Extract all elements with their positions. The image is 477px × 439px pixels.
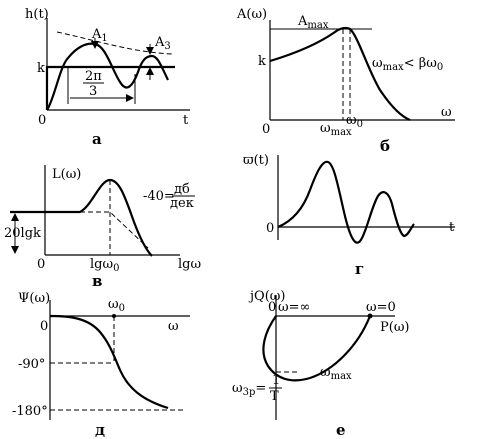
panel-a-envelope bbox=[56, 31, 173, 55]
panel-v-origin: 0 bbox=[37, 257, 45, 272]
panel-v-20lgk-label: 20lgk bbox=[4, 226, 41, 241]
panel-a-origin: 0 bbox=[38, 113, 46, 128]
panel-a-a1-label: A1 bbox=[91, 27, 108, 44]
panel-d: Ψ(ω) ω 0 ω0 -90° -180° д bbox=[12, 291, 190, 439]
panel-e-w-inf-label: ω=∞ bbox=[278, 300, 310, 315]
panel-g-x-label: t bbox=[449, 220, 455, 235]
panel-b-w0-label: ω0 bbox=[346, 113, 363, 130]
panel-d-m180-label: -180° bbox=[12, 404, 48, 419]
panel-d-w0-point bbox=[112, 314, 116, 318]
panel-v-caption: в bbox=[92, 272, 102, 290]
panel-e-caption: е bbox=[336, 421, 346, 439]
panel-e-x-label: P(ω) bbox=[380, 320, 410, 335]
panel-d-m90-label: -90° bbox=[18, 357, 45, 372]
panel-g-weight-curve bbox=[277, 160, 415, 244]
panel-e: jQ(ω) P(ω) 0 ω=∞ ω=0 ωmax ω3р= 1 T е bbox=[232, 289, 410, 439]
panel-e-w0-point bbox=[367, 313, 373, 319]
panel-a-caption: а bbox=[92, 130, 102, 148]
panel-b-caption: б bbox=[380, 137, 390, 155]
panel-d-x-label: ω bbox=[168, 319, 179, 334]
panel-v-asymptote bbox=[80, 211, 149, 249]
panel-v-lac-curve bbox=[10, 178, 153, 257]
panel-a-a3-label: A3 bbox=[154, 35, 171, 52]
panel-d-phase-curve bbox=[49, 314, 169, 410]
panel-b: A(ω) ω 0 k Amax ωmax< βω0 ωmax ω0 б bbox=[236, 7, 455, 155]
panel-g-caption: г bbox=[355, 260, 364, 278]
panel-b-k-label: k bbox=[258, 54, 266, 69]
panel-d-y-label: Ψ(ω) bbox=[18, 291, 50, 306]
panel-e-wmax-label: ωmax bbox=[320, 365, 352, 382]
panel-g-y-label: ϖ(t) bbox=[243, 153, 269, 168]
panel-e-w3p-label: ω3р= bbox=[232, 381, 266, 398]
panel-a-k-label: k bbox=[37, 61, 45, 76]
panel-e-frac-num: 1 bbox=[272, 373, 280, 388]
panel-v-slope-den: дек bbox=[170, 196, 194, 211]
panel-b-amax-label: Amax bbox=[297, 14, 329, 31]
panel-v-slope-num: дб bbox=[174, 182, 190, 197]
panel-b-condition: ωmax< βω0 bbox=[372, 56, 443, 73]
panel-v-tick-label: lgω0 bbox=[90, 257, 119, 274]
panel-v: L(ω) lgω 0 20lgk lgω0 -40= дб дек в bbox=[4, 165, 201, 290]
panel-b-y-label: A(ω) bbox=[236, 7, 267, 22]
panel-a-response-curve bbox=[46, 42, 169, 111]
panel-e-origin: 0 bbox=[268, 300, 276, 315]
panel-e-y-label: jQ(ω) bbox=[248, 289, 285, 304]
panel-v-x-label: lgω bbox=[178, 257, 201, 272]
panel-b-x-label: ω bbox=[441, 105, 452, 120]
panel-b-amplitude-curve bbox=[269, 26, 411, 122]
panel-a-step-line bbox=[45, 65, 175, 110]
panel-a-period-num: 2π bbox=[85, 69, 102, 84]
panel-g-origin: 0 bbox=[266, 221, 274, 236]
panel-e-hodograph bbox=[262, 315, 372, 382]
panel-a: h(t) t 0 k A1 A3 2π 3 а bbox=[25, 7, 190, 148]
panel-e-frac-den: T bbox=[270, 389, 279, 404]
panel-v-y-label: L(ω) bbox=[52, 167, 81, 182]
panel-d-w0-label: ω0 bbox=[108, 297, 125, 314]
panel-d-caption: д bbox=[95, 421, 105, 439]
panel-b-origin: 0 bbox=[262, 122, 270, 137]
panel-v-slope-prefix: -40= bbox=[143, 189, 175, 204]
panel-a-period-den: 3 bbox=[89, 84, 97, 99]
panel-e-w-zero-label: ω=0 bbox=[366, 300, 396, 315]
panel-d-origin: 0 bbox=[40, 319, 48, 334]
panel-a-y-label: h(t) bbox=[25, 7, 49, 22]
panel-g: ϖ(t) t 0 г bbox=[243, 153, 455, 278]
panel-b-wmax-label: ωmax bbox=[320, 121, 352, 138]
panel-a-x-label: t bbox=[183, 113, 189, 128]
